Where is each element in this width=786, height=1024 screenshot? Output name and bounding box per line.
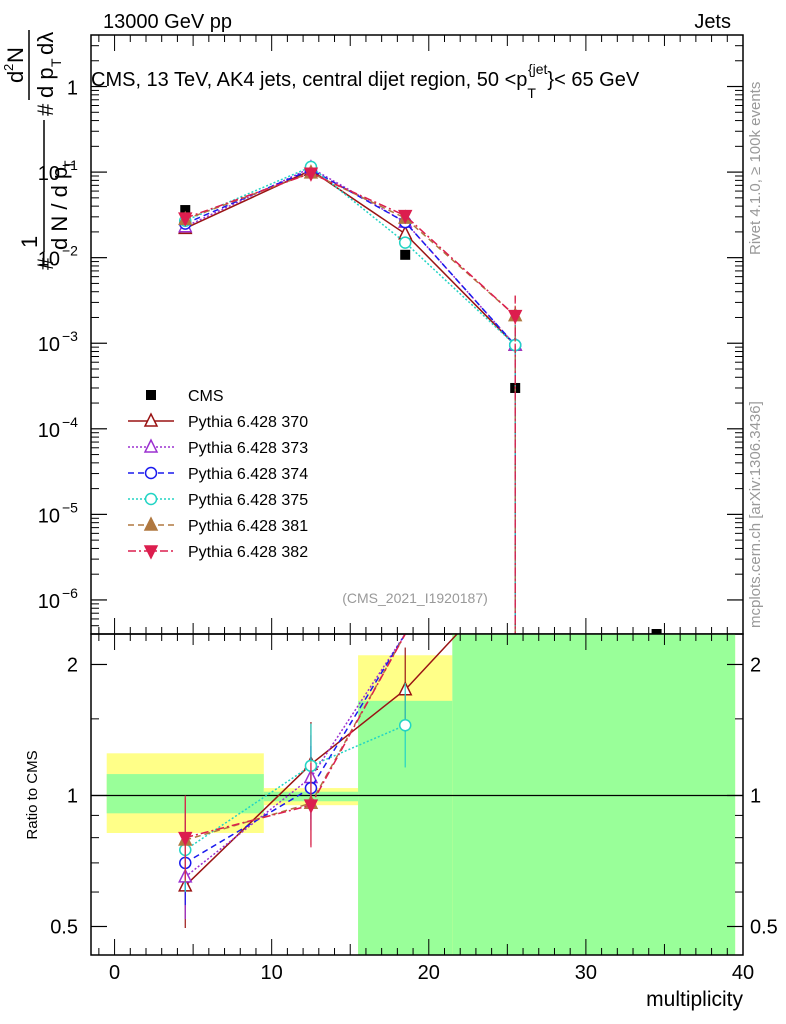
series-line-p375: [184, 166, 516, 346]
series-p381: [178, 164, 523, 634]
x-tick-label: 10: [261, 962, 283, 984]
legend: CMS Pythia 6.428 370 Pythia 6.428 373 Pythi…: [128, 388, 308, 561]
main-panel: 10 −610 −510 −410 −310 −210 −11 CMS, 13 TeV, A…: [38, 34, 744, 639]
x-tick-label: 40: [732, 962, 754, 984]
ratio-frame: [90, 633, 744, 956]
legend-item-p381: Pythia 6.428 381: [128, 516, 308, 535]
series-line-p374: [184, 168, 516, 346]
legend-label: Pythia 6.428 375: [188, 492, 308, 509]
data-point-p382: [178, 212, 193, 227]
ratio-y-tick-label-right: 1: [750, 785, 761, 807]
legend-marker: [143, 545, 159, 560]
header-right: Jets: [694, 11, 731, 33]
legend-marker: [143, 516, 159, 531]
x-tick-label: 30: [575, 962, 597, 984]
ratio-series-p382: [178, 633, 406, 880]
data-point-p382: [303, 167, 319, 182]
series-p373: [178, 159, 523, 634]
x-tick-label: 0: [109, 962, 120, 984]
svg-text:1: 1: [17, 236, 42, 248]
legend-item-cms: CMS: [146, 388, 224, 405]
main-y-tick-label: 10: [38, 334, 60, 356]
rivet-label: Rivet 4.1.0, ≥ 100k events: [747, 82, 764, 255]
svg-text:d N / d p: d N / d p: [47, 167, 72, 250]
legend-marker: [144, 466, 158, 480]
series-cms: [180, 165, 662, 639]
legend-item-p382: Pythia 6.428 382: [128, 544, 308, 561]
svg-text:T: T: [48, 58, 64, 67]
chart-title: CMS, 13 TeV, AK4 jets, central dijet reg…: [91, 61, 640, 101]
ratio-y-tick-label: 2: [67, 654, 78, 676]
main-y-tick-label: 10: [38, 591, 60, 613]
series-p375: [179, 160, 522, 634]
ratio-point-p382: [303, 799, 319, 814]
ratio-point-p382: [178, 831, 193, 847]
main-y-axis-title: # 1 d N / d p T # d 2 N d p T dλ: [1, 30, 77, 270]
data-point-cms: [180, 205, 191, 216]
series-line-p370: [184, 169, 516, 346]
series-p374: [179, 163, 522, 634]
ratio-band-stat: [452, 634, 736, 955]
main-y-tick-label: 10: [38, 505, 60, 527]
series-p382: [178, 167, 523, 634]
legend-label: Pythia 6.428 374: [188, 466, 308, 483]
mcplots-label: mcplots.cern.ch [arXiv:1306.3436]: [747, 401, 764, 628]
legend-label: CMS: [188, 388, 224, 405]
svg-text:d: d: [3, 71, 28, 83]
legend-label: Pythia 6.428 381: [188, 518, 308, 535]
ratio-y-ticks: 0.5 0.5 1 1 2 2: [50, 654, 778, 938]
data-point-p375: [398, 236, 412, 249]
ratio-y-tick-label: 0.5: [50, 916, 78, 938]
data-point-p382: [398, 209, 413, 225]
svg-text:#: #: [33, 103, 58, 116]
svg-text:#: #: [33, 257, 58, 270]
main-y-tick-exponent: −3: [62, 328, 78, 344]
main-y-tick-label: 1: [67, 78, 78, 100]
legend-marker: [144, 492, 158, 506]
main-y-tick-label: 10: [38, 249, 60, 271]
main-y-tick-label: 10: [38, 420, 60, 442]
analysis-id: (CMS_2021_I1920187): [342, 590, 488, 606]
svg-text:T: T: [61, 160, 77, 169]
x-tick-label: 20: [418, 962, 440, 984]
series-line-p381: [185, 172, 516, 317]
legend-item-p373: Pythia 6.428 373: [128, 438, 308, 457]
series-line-p373: [184, 167, 516, 346]
ratio-y-tick-label: 1: [67, 785, 78, 807]
main-y-ticks: 10 −610 −510 −410 −310 −210 −11: [38, 34, 743, 635]
main-y-tick-exponent: −6: [62, 585, 78, 601]
legend-marker: [143, 438, 159, 453]
ratio-point-p375: [398, 719, 412, 732]
data-point-p382: [507, 309, 523, 325]
main-y-tick-exponent: −1: [62, 157, 78, 173]
series-line-p382: [185, 172, 516, 317]
main-y-tick-exponent: −5: [62, 499, 78, 515]
legend-label: Pythia 6.428 370: [188, 414, 308, 431]
svg-text:dλ: dλ: [33, 32, 58, 55]
ratio-x-ticks: 0 10 20 30 40: [98, 634, 754, 984]
ratio-panel: 0.5 0.5 1 1 2 2 0 10 20 30 40 Ratio to CMS multip…: [24, 633, 778, 1011]
legend-item-p374: Pythia 6.428 374: [128, 466, 308, 483]
series-p370: [178, 161, 523, 634]
data-point-cms: [400, 249, 411, 260]
legend-label: Pythia 6.428 373: [188, 440, 308, 457]
ratio-y-axis-title: Ratio to CMS: [24, 750, 41, 839]
svg-text:N: N: [3, 47, 28, 63]
main-y-tick-exponent: −4: [62, 414, 78, 430]
x-axis-title: multiplicity: [646, 988, 743, 1011]
legend-item-p370: Pythia 6.428 370: [128, 412, 308, 431]
ratio-y-tick-label-right: 2: [750, 654, 761, 676]
legend-marker: [143, 412, 159, 427]
legend-item-p375: Pythia 6.428 375: [128, 492, 308, 509]
main-x-ticks: [98, 35, 744, 634]
legend-label: Pythia 6.428 382: [188, 544, 308, 561]
ratio-y-tick-label-right: 0.5: [750, 916, 778, 938]
main-y-tick-label: 10: [38, 163, 60, 185]
svg-text:2: 2: [1, 64, 16, 71]
main-y-tick-exponent: −2: [62, 243, 78, 259]
svg-text:d p: d p: [33, 67, 58, 98]
header-left: 13000 GeV pp: [103, 11, 232, 33]
legend-marker: [146, 390, 156, 400]
